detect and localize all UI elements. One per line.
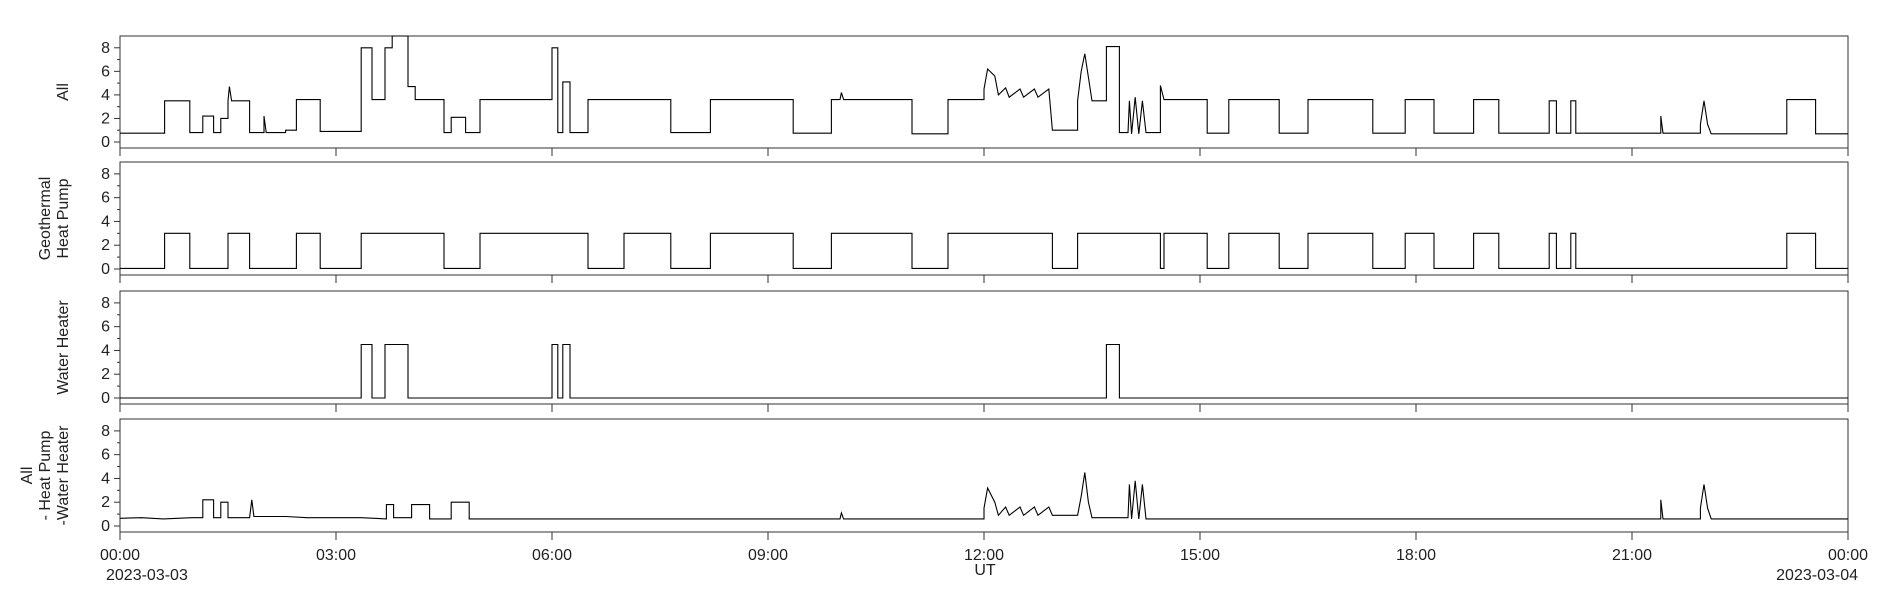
series-line-water-heater xyxy=(120,343,1848,399)
y-axis-label: All xyxy=(55,83,72,101)
panel-frame xyxy=(119,161,1849,276)
series-line-all xyxy=(120,35,1848,135)
y-tick-label: 4 xyxy=(101,87,110,104)
y-tick-label: 0 xyxy=(101,390,110,407)
y-tick-label: 6 xyxy=(101,319,110,336)
y-tick-label: 6 xyxy=(101,63,110,80)
panel-remainder: 0 2 4 6 8 All - Heat Pump -Water Heater xyxy=(19,418,1849,540)
x-tick-label: 18:00 xyxy=(1396,547,1436,564)
y-tick-label: 2 xyxy=(101,237,110,254)
y-tick-label: 2 xyxy=(101,110,110,127)
x-tick-label: 00:00 xyxy=(1828,547,1868,564)
panel-all: 0 2 4 6 8 All xyxy=(55,35,1849,156)
series-line-geothermal xyxy=(120,232,1848,269)
y-tick-label: 0 xyxy=(101,134,110,151)
y-tick-label: 4 xyxy=(101,342,110,359)
y-tick-label: 8 xyxy=(101,166,110,183)
series-line-remainder xyxy=(119,472,1848,520)
y-axis-label: All xyxy=(19,467,36,485)
panel-geothermal: 0 2 4 6 8 Geothermal Heat Pump xyxy=(37,161,1849,283)
y-axis-label: Geothermal xyxy=(37,177,54,261)
x-tick-date-label: 2023-03-03 xyxy=(106,567,188,584)
x-axis-label: UT xyxy=(974,562,996,579)
y-tick-label: 8 xyxy=(101,295,110,312)
y-tick-label: 8 xyxy=(101,40,110,57)
x-tick-label: 09:00 xyxy=(748,547,788,564)
panel-water-heater: 0 2 4 6 8 Water Heater xyxy=(55,290,1849,412)
y-axis-label: - Heat Pump xyxy=(37,430,54,520)
x-tick-label: 06:00 xyxy=(532,547,572,564)
y-axis-label: Water Heater xyxy=(55,300,72,395)
x-tick-date-label: 2023-03-04 xyxy=(1776,567,1858,584)
x-tick-label: 21:00 xyxy=(1612,547,1652,564)
y-tick-label: 2 xyxy=(101,366,110,383)
x-tick-label: 00:00 xyxy=(100,547,140,564)
y-tick-label: 6 xyxy=(101,447,110,464)
y-tick-label: 8 xyxy=(101,423,110,440)
y-tick-label: 0 xyxy=(101,261,110,278)
y-tick-label: 2 xyxy=(101,494,110,511)
y-tick-label: 6 xyxy=(101,190,110,207)
panel-frame xyxy=(119,290,1849,405)
x-tick-label: 03:00 xyxy=(316,547,356,564)
y-axis-label: Heat Pump xyxy=(55,178,72,258)
y-axis-label: -Water Heater xyxy=(55,425,72,526)
x-tick-label: 15:00 xyxy=(1180,547,1220,564)
x-axis: 00:00 2023-03-03 03:00 06:00 09:00 12:00 15:00… xyxy=(100,547,1868,584)
y-tick-label: 4 xyxy=(101,213,110,230)
chart-panels: 0 2 4 6 8 All 0 2 4 6 8 Geothermal Heat Pump 0 2 4 6 8 Wat… xyxy=(19,35,1849,540)
x-tick-label: 12:00 xyxy=(964,547,1004,564)
y-tick-label: 0 xyxy=(101,518,110,535)
y-tick-label: 4 xyxy=(101,470,110,487)
